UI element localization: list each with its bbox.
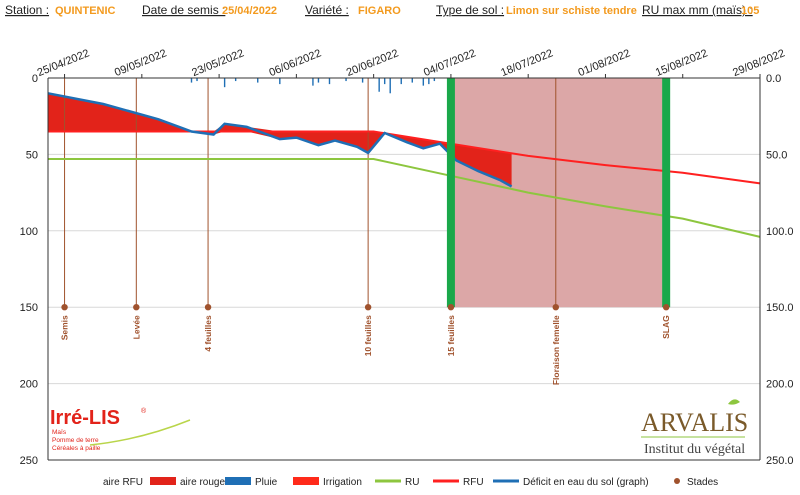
header-label: Type de sol : [436,3,504,17]
irre-lis-line-1: Maïs [52,429,67,436]
stage-label: Levée [131,315,141,339]
stage-dot [364,304,372,311]
x-tick-label: 09/05/2022 [113,47,169,79]
rain-bar [257,78,259,83]
x-tick-label: 15/08/2022 [654,47,710,79]
y-tick-right: 0.0 [766,73,781,85]
legend-label: aire RFU [103,477,143,488]
y-tick-left: 100 [20,226,38,238]
header-label: Date de semis : [142,3,225,17]
irre-lis-logo-text: Irré-LIS [50,407,120,429]
stage-dot [133,304,140,311]
legend-swatch [293,477,319,485]
stage-label: SLAG [661,315,671,339]
rain-bar [312,78,314,86]
legend-label: Pluie [255,477,278,488]
stage-lines [64,78,557,308]
stage-label: 10 feuilles [363,315,373,356]
header-value: 25/04/2022 [222,5,277,17]
header-value: Limon sur schiste tendre [506,5,637,17]
stage-dot [61,304,68,311]
rain-bar [433,78,436,82]
rain-bars [190,78,452,94]
irre-lis-line-3: Céréales à paille [52,445,101,452]
stage-markers: Semis Levée 4 feuilles 10 feuilles 15 feuill… [60,304,671,385]
rain-bar [196,78,198,82]
legend-label: RU [405,477,419,488]
irre-lis-swoosh [89,419,191,446]
stage-dot [204,304,212,311]
rain-bar [389,78,391,94]
x-tick-label: 04/07/2022 [422,47,478,79]
stage-dot [552,304,559,311]
rain-bar [234,78,237,82]
legend-swatch [674,478,680,484]
highlight-bar [662,78,671,308]
legend-label: Stades [687,477,718,488]
rain-bar [317,78,320,83]
rain-bar [428,78,430,85]
legend-swatch [225,477,251,485]
irre-lis-reg-mark: ® [141,407,147,415]
legend-label: Déficit en eau du sol (graph) [523,477,649,488]
irre-lis-line-2: Pomme de terre [52,437,99,444]
rain-bar [345,78,347,82]
highlight-bars [446,78,671,308]
y-tick-right: 50.0 [766,149,787,161]
arvalis-subtitle: Institut du végétal [644,442,745,457]
header-label: Station : [5,3,49,17]
rain-bar [279,78,281,85]
y-tick-right: 100.0 [766,226,794,238]
y-tick-right: 250.0 [766,455,794,467]
legend-label: aire rouge [180,477,225,488]
y-tick-left: 150 [20,302,38,314]
x-tick-label: 06/06/2022 [267,47,323,79]
arvalis-logo-text: ARVALIS [641,408,748,437]
rain-bar [361,78,364,83]
x-tick-label: 01/08/2022 [577,47,633,79]
highlight-bar [446,78,455,308]
legend-label: Irrigation [323,477,362,488]
y-tick-right: 150.0 [766,302,794,314]
rain-bar [223,78,226,88]
stage-label: Floraison femelle [551,315,561,385]
rain-bar [400,78,402,85]
rain-bar [422,78,425,86]
highlight-rect [450,78,667,308]
x-tick-label: 25/04/2022 [36,47,92,79]
stage-label: 4 feuilles [203,315,213,352]
stage-dot [447,304,455,311]
header-value: QUINTENIC [55,5,116,17]
rain-bar [328,78,331,85]
y-tick-right: 200.0 [766,379,794,391]
header-value: 105 [741,5,759,17]
y-tick-left: 200 [20,379,38,391]
ru-line [48,158,761,238]
legend-label: RFU [463,477,484,488]
stage-label: 15 feuilles [446,315,456,356]
stage-dot [662,304,670,311]
y-tick-left: 250 [20,455,38,467]
rain-bar [383,78,386,85]
y-tick-left: 0 [32,73,38,85]
legend-swatch [150,477,176,485]
x-tick-label: 23/05/2022 [190,47,246,79]
header-label: Variété : [305,3,349,17]
arvalis-leaf-icon [728,399,740,405]
header-label: RU max mm (maïs) : [642,3,753,17]
rain-bar [190,78,193,83]
rain-bar [411,78,413,83]
x-tick-label: 18/07/2022 [499,47,555,79]
header-info: Station : QUINTENIC Date de semis :25/04/2… [5,3,759,17]
rain-bar [378,78,380,92]
logos: Irré-LIS ® Maïs Pomme de terre Céréales … [50,399,748,457]
highlight-period [450,78,667,308]
y-tick-left: 50 [26,149,38,161]
rfu-line [48,130,761,185]
legend: aire RFU aire rouge Pluie Irrigation RU RFU Dé… [103,477,718,488]
x-tick-label: 20/06/2022 [345,47,401,79]
stage-label: Semis [60,315,70,340]
header-value: FIGARO [358,5,401,17]
